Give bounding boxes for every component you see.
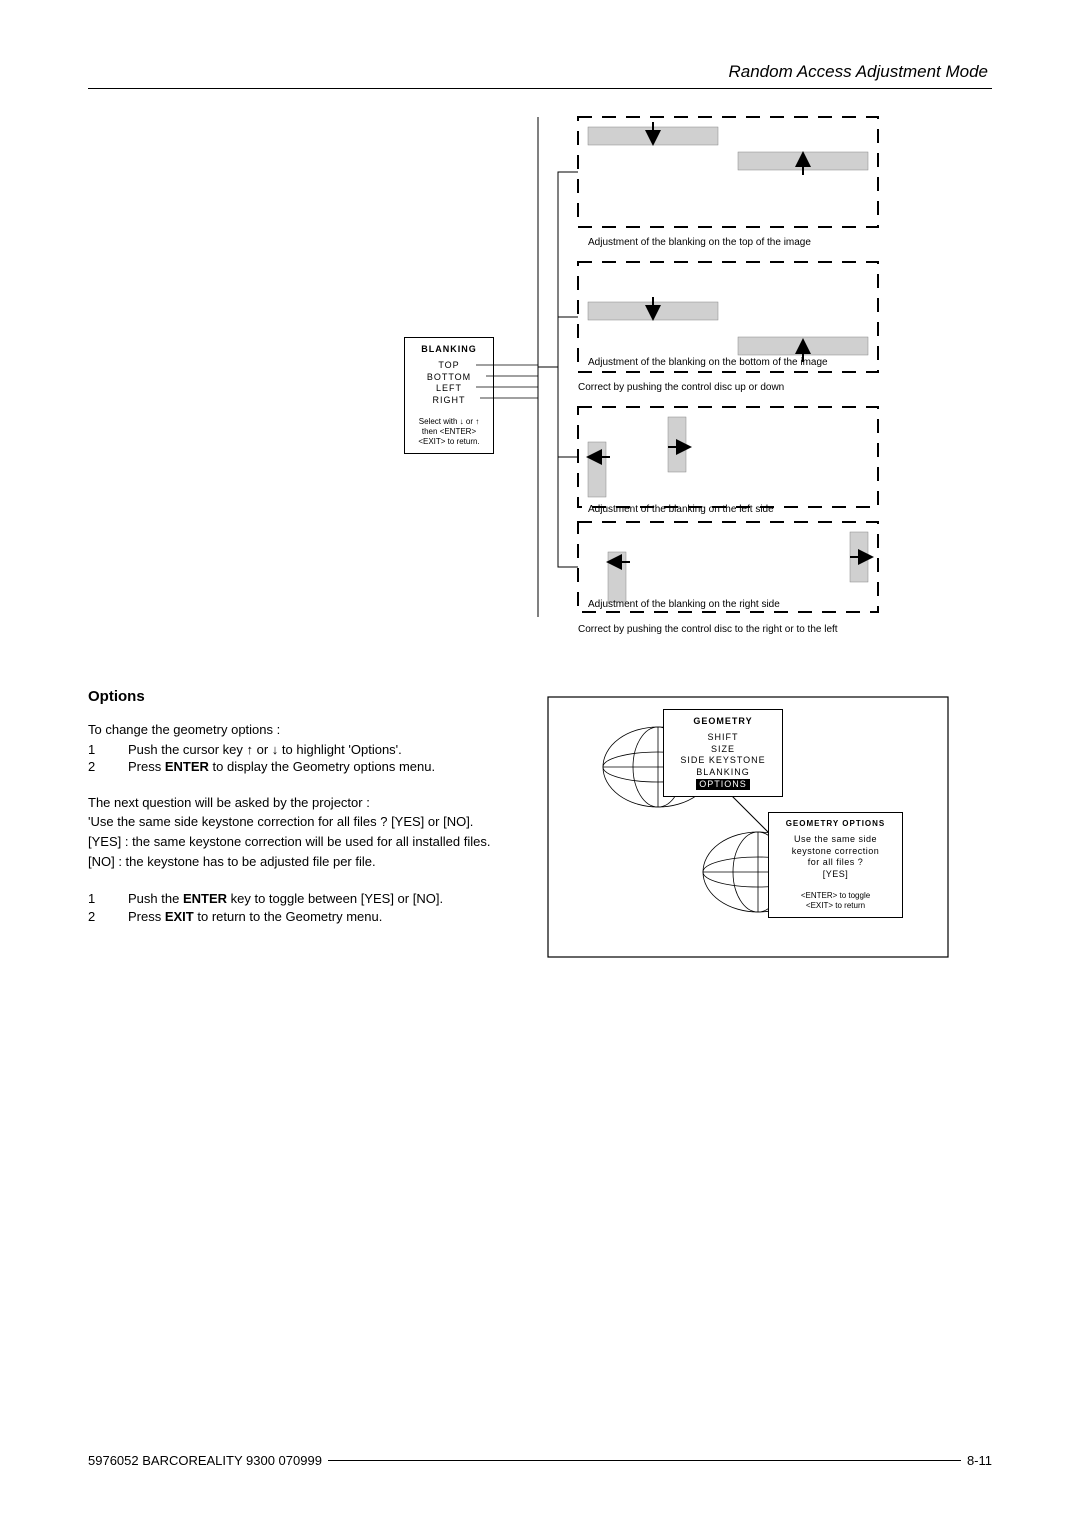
geometry-menu-selected: OPTIONS [696,779,750,791]
caption-bottom: Adjustment of the blanking on the bottom… [588,357,828,368]
panel-left [578,407,878,507]
options-q4: [NO] : the keystone has to be adjusted f… [88,853,508,871]
geometry-menu: GEOMETRY SHIFT SIZE SIDE KEYSTONE BLANKI… [663,709,783,797]
blanking-menu: BLANKING TOP BOTTOM LEFT RIGHT Select wi… [404,337,494,454]
menu-item-left: LEFT [409,383,489,395]
page-header-title: Random Access Adjustment Mode [88,62,992,88]
page-footer: 5976052 BARCOREALITY 9300 070999 8-11 [88,1453,992,1468]
menu-item-top: TOP [409,360,489,372]
footer-right: 8-11 [967,1453,992,1468]
caption-right: Adjustment of the blanking on the right … [588,599,780,610]
menu-item-right: RIGHT [409,395,489,407]
blanking-menu-title: BLANKING [409,344,489,354]
caption-vnote: Correct by pushing the control disc up o… [578,382,784,393]
panel-top [578,117,878,227]
options-step2: Press ENTER to display the Geometry opti… [128,758,435,776]
caption-left: Adjustment of the blanking on the left s… [588,504,774,515]
geometry-menu-title: GEOMETRY [668,716,778,726]
panel-bottom [578,262,878,372]
options-b2: Press EXIT to return to the Geometry men… [128,908,382,926]
options-heading: Options [88,687,508,707]
options-step1: Push the cursor key ↑ or ↓ to highlight … [128,741,402,759]
caption-hnote: Correct by pushing the control disc to t… [578,624,838,635]
footer-left: 5976052 BARCOREALITY 9300 070999 [88,1453,322,1468]
options-q2: 'Use the same side keystone correction f… [88,813,508,831]
geometry-options-menu: GEOMETRY OPTIONS Use the same side keyst… [768,812,903,918]
options-intro: To change the geometry options : [88,721,508,739]
menu-item-bottom: BOTTOM [409,372,489,384]
caption-top: Adjustment of the blanking on the top of… [588,237,811,248]
options-diagram: GEOMETRY SHIFT SIZE SIDE KEYSTONE BLANKI… [538,687,968,977]
blanking-menu-footer: Select with ↓ or ↑ then <ENTER> <EXIT> t… [409,417,489,447]
header-rule [88,88,992,89]
blanking-diagram: Adjustment of the blanking on the top of… [88,107,992,647]
geometry-options-title: GEOMETRY OPTIONS [773,819,898,828]
options-b1: Push the ENTER key to toggle between [YE… [128,890,443,908]
options-q1: The next question will be asked by the p… [88,794,508,812]
options-q3: [YES] : the same keystone correction wil… [88,833,508,851]
options-text: Options To change the geometry options :… [88,687,508,977]
